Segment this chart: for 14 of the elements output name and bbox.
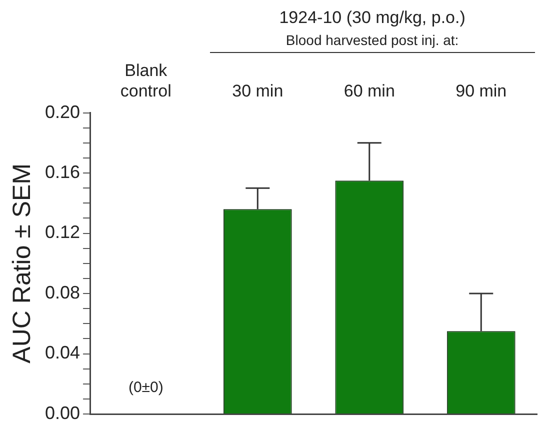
y-tick-label: 0.20 (44, 102, 80, 122)
x-tick-label: 30 min (232, 81, 284, 100)
y-tick-label: 0.16 (44, 162, 80, 182)
y-tick-label: 0.08 (44, 282, 80, 302)
x-tick-label: 90 min (456, 81, 507, 100)
annotation: (0±0) (128, 379, 164, 396)
y-tick-label: 0.00 (44, 402, 80, 423)
text: Blood harvested post inj. at: (210, 32, 535, 53)
y-axis-title: AUC Ratio ± SEM (8, 163, 36, 364)
y-tick-label: 0.04 (44, 342, 80, 363)
x-tick-label: 60 min (344, 81, 395, 100)
x-tick-label: Blank control (120, 60, 172, 100)
text: 1924-10 (30 mg/kg, p.o.) (278, 8, 466, 28)
y-tick-label: 0.12 (44, 222, 80, 242)
